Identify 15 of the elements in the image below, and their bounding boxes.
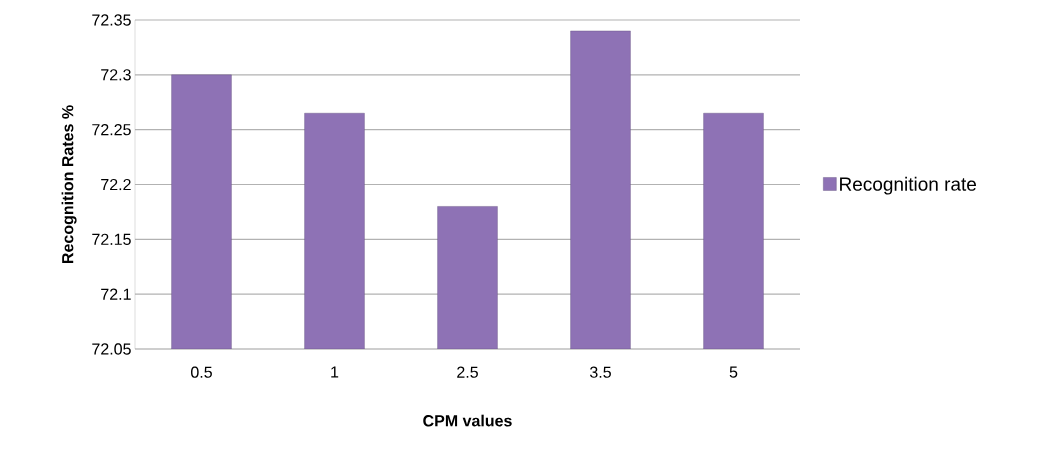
x-tick-label: 2.5 (457, 366, 478, 378)
y-tick-label: 72.3 (101, 69, 131, 81)
y-tick-label: 72.25 (92, 124, 131, 136)
y-tick-label: 72.1 (101, 288, 131, 300)
x-axis-title: CPM values (423, 414, 512, 427)
x-tick-label: 1 (331, 366, 339, 378)
y-tick-label: 72.05 (92, 343, 131, 355)
y-axis-title: Recognition Rates % (61, 105, 77, 263)
x-tick-label: 5 (729, 366, 738, 378)
x-tick-label: 3.5 (589, 366, 611, 378)
legend-label: Recognition rate (840, 176, 977, 195)
y-tick-label: 72.15 (92, 233, 131, 245)
x-tick-label: 0.5 (191, 366, 212, 378)
y-tick-label: 72.2 (101, 178, 131, 191)
y-tick-label: 72.35 (92, 14, 131, 26)
